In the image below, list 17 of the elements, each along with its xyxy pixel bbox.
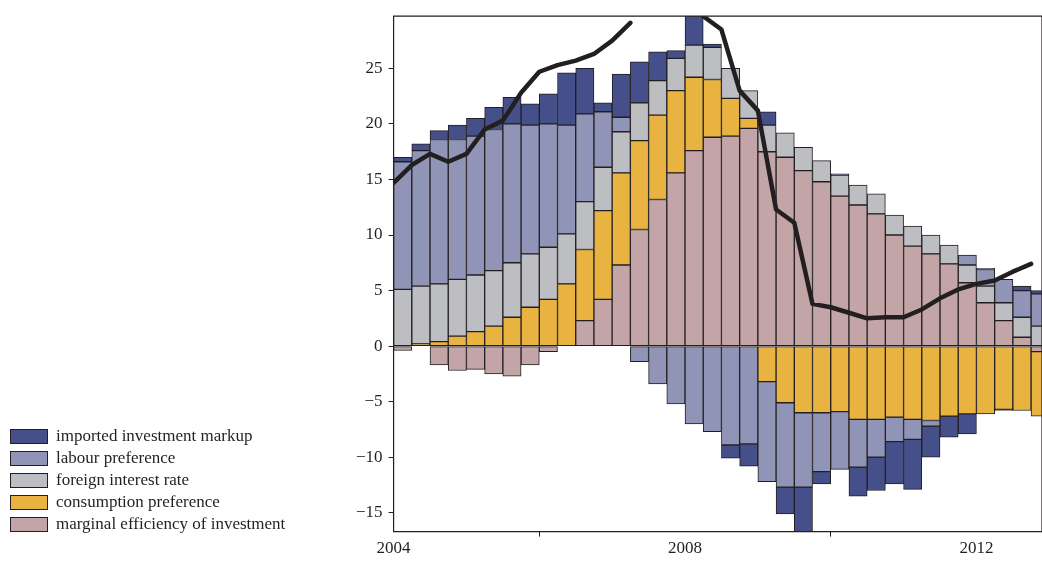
x-tick-label: 2004 — [376, 538, 412, 558]
y-tick-label: 15 — [365, 168, 383, 188]
y-tick-label: 10 — [365, 224, 383, 244]
y-tick-label: 20 — [365, 113, 383, 133]
legend-label: foreign interest rate — [56, 470, 190, 490]
legend-label: consumption preference — [56, 492, 220, 512]
legend-label: marginal efficiency of investment — [56, 514, 286, 534]
legend-label: labour preference — [56, 448, 176, 468]
y-tick-label: −5 — [364, 391, 383, 411]
x-tick-label: 2012 — [959, 538, 994, 558]
y-tick-label: 0 — [374, 335, 383, 355]
y-tick-label: −15 — [355, 502, 383, 522]
y-tick-label: 25 — [365, 57, 383, 77]
y-tick-label: 5 — [374, 280, 383, 300]
x-tick-label: 2008 — [668, 538, 703, 558]
y-tick-label: −10 — [355, 446, 383, 466]
legend-label: imported investment markup — [56, 426, 253, 446]
